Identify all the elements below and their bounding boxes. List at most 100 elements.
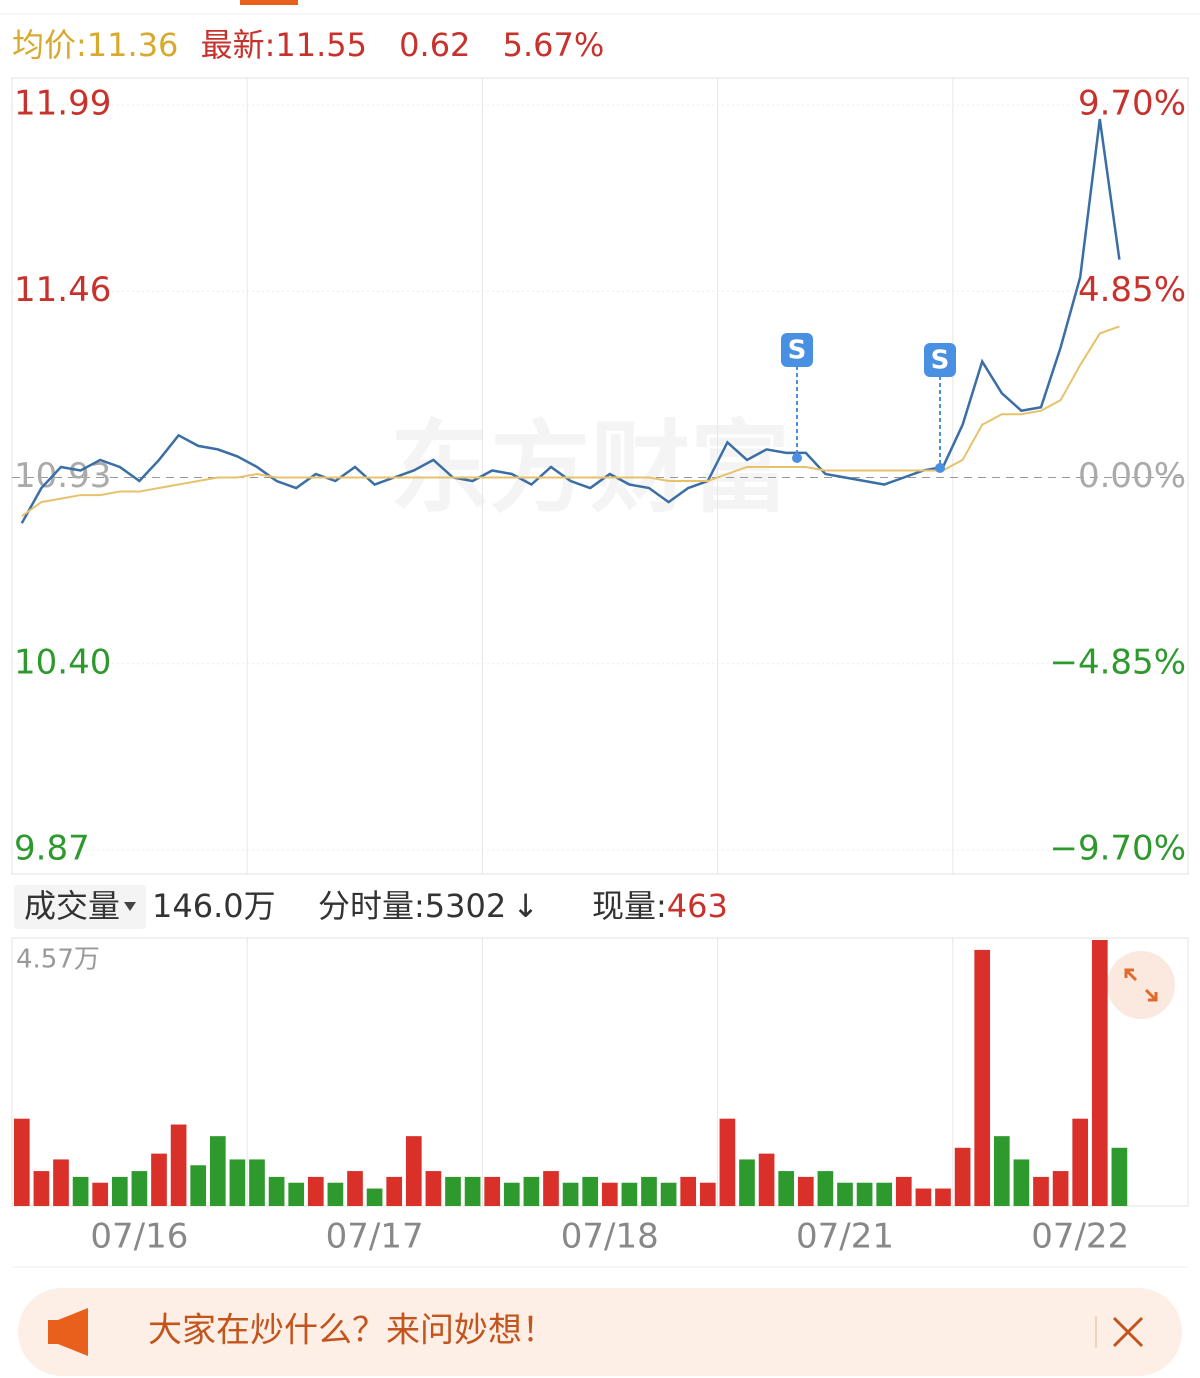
volume-bar (582, 1176, 599, 1206)
volume-bar (386, 1176, 403, 1206)
volume-bar (641, 1176, 657, 1206)
volume-bar (288, 1182, 305, 1206)
annotation-dot (935, 463, 945, 473)
y2-tick-label: 4.85% (1078, 270, 1186, 310)
volume-bar (1013, 1159, 1030, 1206)
annotation-dot (792, 453, 802, 463)
x-tick-label: 07/17 (326, 1217, 424, 1257)
tick-label: 分时量: (318, 887, 425, 925)
volume-bar (797, 1176, 814, 1206)
volume-bar (445, 1176, 461, 1206)
volume-bar (464, 1176, 481, 1206)
y-tick-label: 11.46 (14, 270, 111, 310)
avg-label: 均价: (12, 26, 87, 64)
avg: 11.36 (87, 26, 179, 64)
x-tick-label: 07/16 (90, 1217, 188, 1257)
volume-tick-label: 4.57万 (16, 945, 100, 975)
volume-bar (856, 1182, 873, 1206)
volume-bar (33, 1171, 50, 1206)
volume-bar (503, 1182, 520, 1206)
volume-bar (72, 1176, 89, 1206)
volume-bar (876, 1182, 893, 1206)
volume-bar (425, 1171, 442, 1206)
banner-text[interactable]: 大家在炒什么？来问妙想！ (148, 1311, 556, 1351)
annotation: S (931, 346, 950, 376)
volume-bar (190, 1165, 207, 1206)
y-tick-label: 9.87 (14, 829, 90, 869)
volume-bar (249, 1159, 265, 1206)
volume-bar (151, 1153, 167, 1206)
volume-bar (1111, 1147, 1128, 1206)
volume-bar (719, 1118, 736, 1206)
total: 146.0万 (152, 887, 276, 925)
volume-bar (993, 1136, 1010, 1206)
y2-tick-label: 9.70% (1078, 84, 1186, 124)
close-icon[interactable] (1112, 1316, 1144, 1348)
volume-header: 成交量 146.0万 分时量:5302 ↓ 现量:463 (24, 887, 728, 925)
volume-bar (778, 1171, 795, 1206)
volume-bar (543, 1171, 559, 1206)
tick: 5302 (425, 887, 506, 925)
y-tick-label: 11.99 (14, 84, 111, 124)
volume-bar (562, 1182, 579, 1206)
volume-bar (974, 949, 991, 1206)
banner[interactable] (18, 1288, 1182, 1376)
price-frame (11, 77, 1189, 875)
expand-icon[interactable] (1124, 968, 1158, 1002)
annotation: S (788, 336, 807, 366)
volume-bar (92, 1182, 109, 1206)
volume-bar (307, 1176, 324, 1206)
volume-bar (229, 1159, 246, 1206)
volume-bar (1033, 1176, 1049, 1206)
expand-button[interactable] (1107, 951, 1175, 1019)
dropdown-icon[interactable] (124, 902, 136, 911)
change-pct: 5.67% (503, 26, 605, 64)
volume-bar (837, 1182, 853, 1206)
y2-tick-label: 0.00% (1078, 456, 1186, 496)
y2-tick-label: −4.85% (1050, 642, 1187, 682)
volume-bar (680, 1176, 697, 1206)
volume-bar (170, 1124, 187, 1206)
x-tick-label: 07/21 (796, 1217, 894, 1257)
volume-bar (817, 1171, 834, 1206)
volume-bar (268, 1176, 285, 1206)
x-tick-label: 07/22 (1031, 1217, 1129, 1257)
y2-tick-label: −9.70% (1050, 829, 1187, 869)
selector-bg[interactable] (14, 885, 146, 929)
speaker-icon (48, 1308, 88, 1356)
volume-bar (621, 1182, 638, 1206)
y-tick-label: 10.40 (14, 642, 111, 682)
now: 463 (667, 887, 728, 925)
watermark: 东方财富 (390, 409, 790, 526)
volume-bar (935, 1188, 951, 1206)
volume-bar (131, 1171, 148, 1206)
volume-bar (209, 1136, 226, 1206)
volume-bar (954, 1147, 971, 1206)
volume-bar (915, 1188, 932, 1206)
x-tick-label: 07/18 (561, 1217, 659, 1257)
selector[interactable]: 成交量 (24, 887, 120, 925)
volume-bar (523, 1176, 540, 1206)
volume-bar (601, 1182, 618, 1206)
volume-bar (13, 1118, 30, 1206)
volume-bar (347, 1171, 363, 1206)
volume-bar (739, 1159, 755, 1206)
header: 均价:11.36 最新:11.55 0.62 5.67% (12, 26, 604, 64)
volume-bar (111, 1176, 128, 1206)
volume-bar (484, 1176, 501, 1206)
latest: 11.55 (275, 26, 367, 64)
volume-bar (366, 1188, 383, 1206)
volume-bar (1072, 1118, 1089, 1206)
annotation-badge (924, 343, 956, 377)
now-label: 现量: (592, 887, 667, 925)
volume-bar (660, 1182, 677, 1206)
change: 0.62 (399, 26, 470, 64)
latest-label: 最新: (201, 26, 276, 64)
volume-frame (11, 937, 1189, 1207)
volume-bar (1052, 1171, 1069, 1206)
volume-bar (1091, 940, 1108, 1206)
volume-bar (405, 1136, 422, 1206)
annotation-badge (781, 333, 813, 367)
